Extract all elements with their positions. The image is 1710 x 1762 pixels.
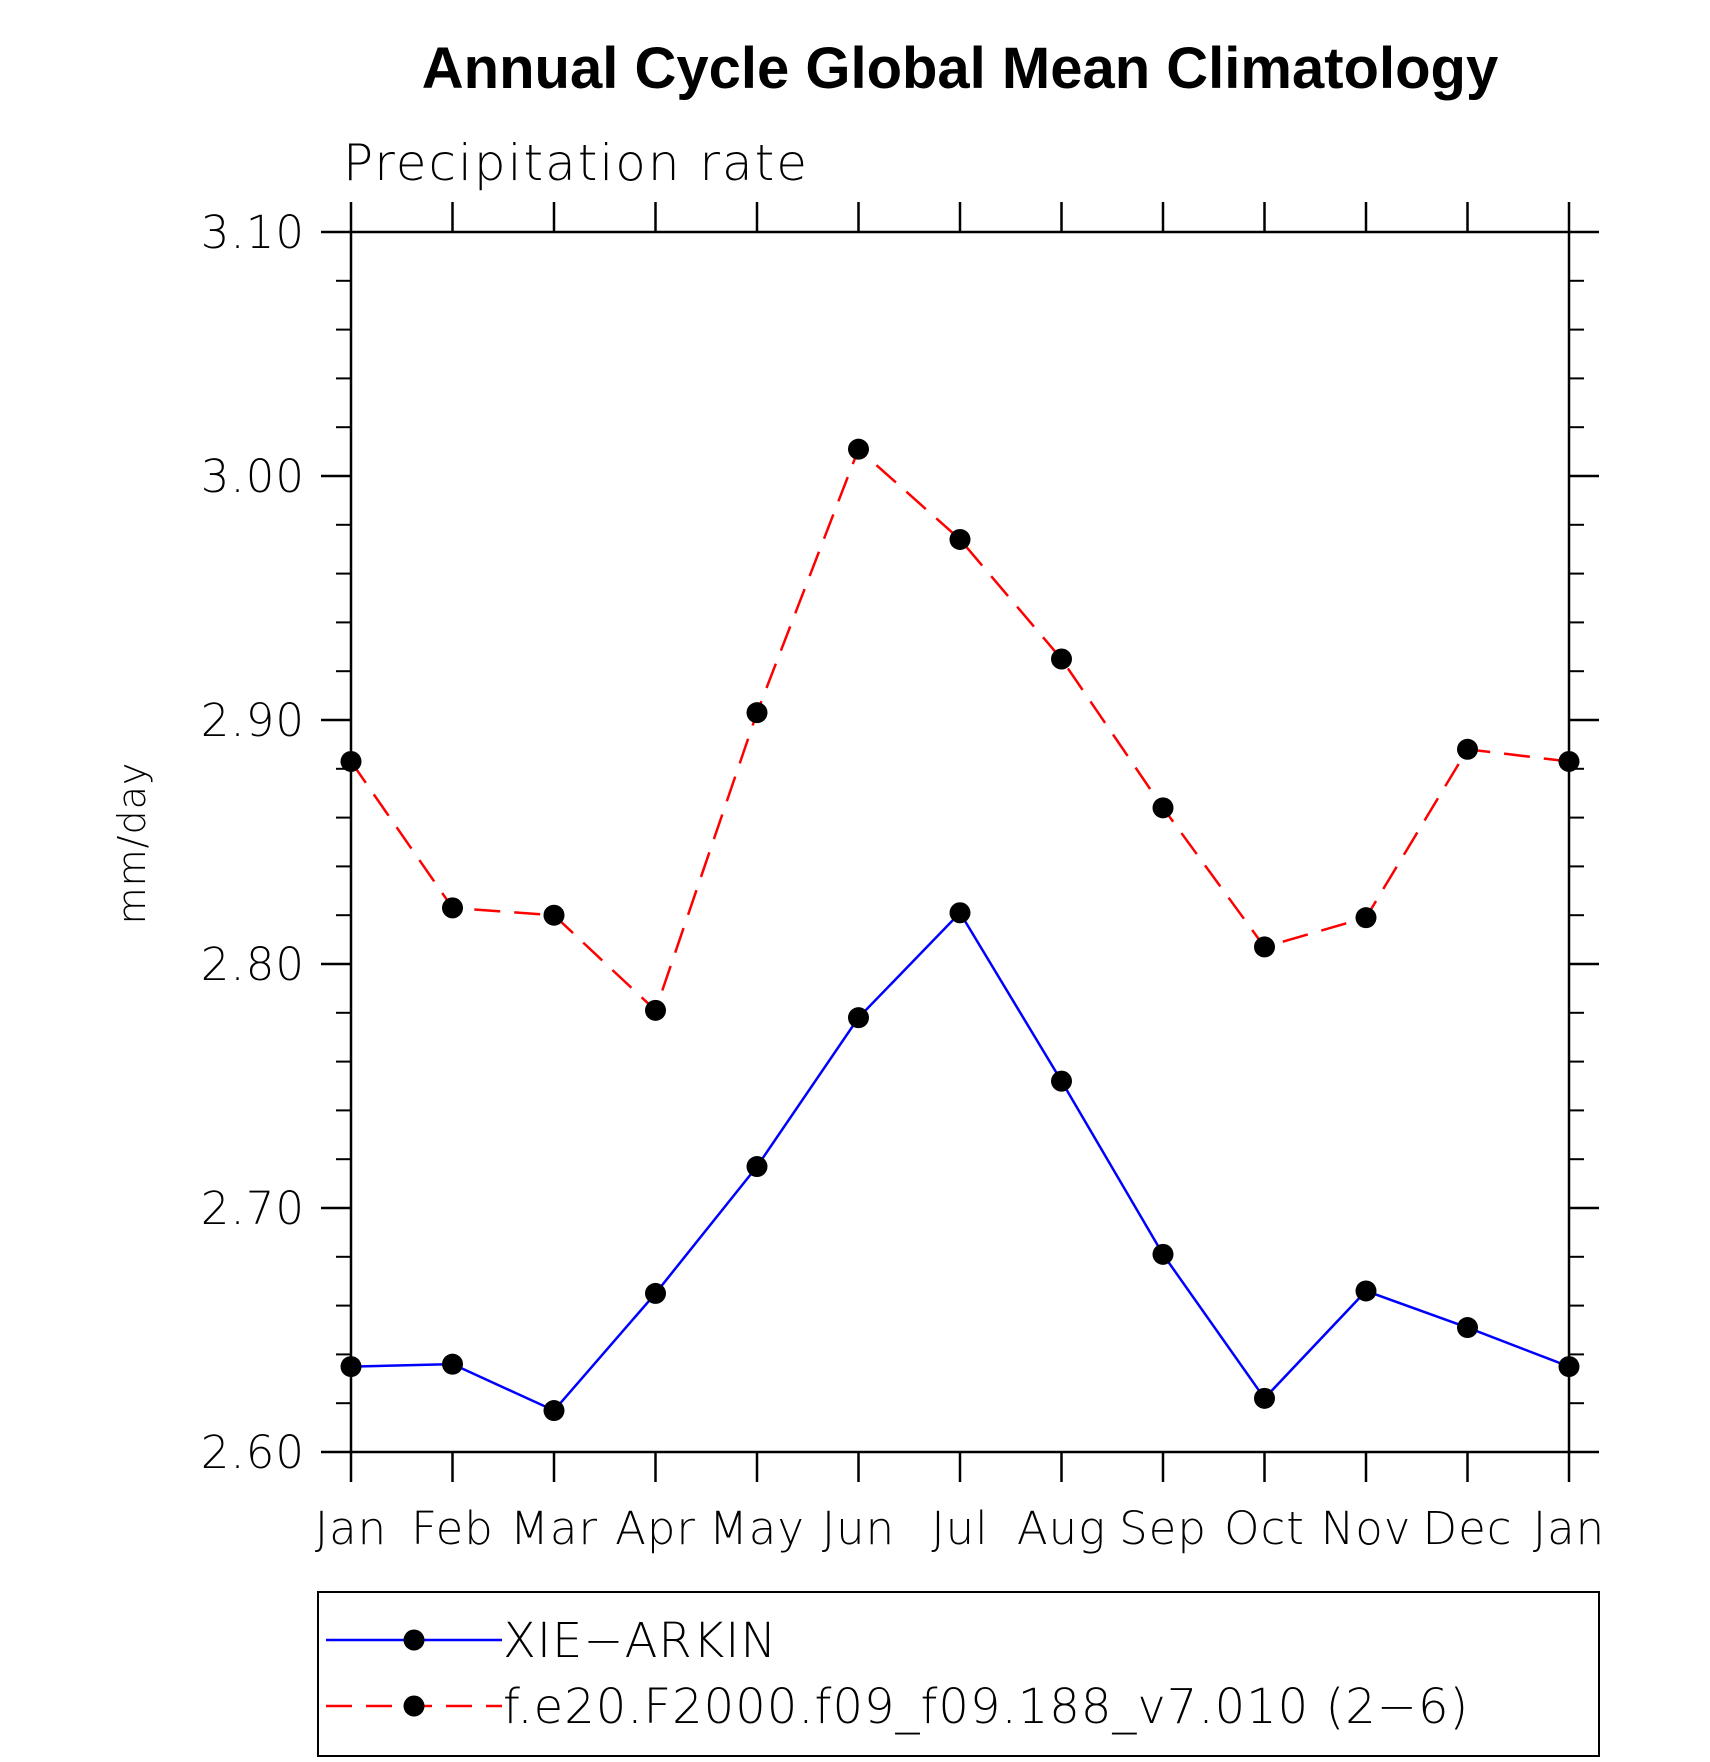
chart-title: Annual Cycle Global Mean Climatology xyxy=(422,36,1498,101)
x-tick-label: Aug xyxy=(1017,1502,1106,1555)
x-tick-label: Oct xyxy=(1224,1502,1305,1555)
legend-marker xyxy=(403,1695,425,1717)
x-tick-label: Dec xyxy=(1422,1502,1512,1555)
data-point xyxy=(746,1156,768,1178)
x-tick-label: Jan xyxy=(315,1502,387,1555)
data-point xyxy=(1355,1280,1377,1302)
data-point xyxy=(1254,1387,1275,1409)
y-tick-label: 2.90 xyxy=(201,694,305,747)
y-tick-label: 2.70 xyxy=(201,1182,305,1235)
x-tick-label: Nov xyxy=(1321,1502,1412,1555)
y-axis-label: mm/day xyxy=(110,762,154,925)
series-layer xyxy=(340,438,1580,1422)
x-tick-label: Jul xyxy=(931,1502,988,1555)
data-point xyxy=(949,528,971,550)
data-point xyxy=(1558,1356,1580,1378)
data-point xyxy=(340,1356,362,1378)
data-point xyxy=(645,1282,666,1304)
data-point xyxy=(1152,797,1174,819)
data-point xyxy=(442,897,463,919)
x-tick-label: Sep xyxy=(1119,1502,1207,1555)
legend-box xyxy=(317,1591,1600,1757)
data-point xyxy=(848,438,869,460)
data-point xyxy=(543,904,565,926)
legend-label: XIE−ARKIN xyxy=(503,1613,777,1669)
y-tick-label: 3.10 xyxy=(201,206,305,259)
y-tick-label: 2.60 xyxy=(201,1426,305,1479)
x-tick-label: Feb xyxy=(411,1502,494,1555)
x-tick-label: Apr xyxy=(615,1502,696,1555)
data-point xyxy=(1457,1317,1478,1339)
legend: XIE−ARKIN f.e20.F2000.f09_f09.188_v7.010 … xyxy=(317,1591,1600,1757)
legend-label: f.e20.F2000.f09_f09.188_v7.010 (2−6) xyxy=(503,1679,1469,1735)
y-tick-label: 3.00 xyxy=(201,450,305,503)
x-tick-label: Jun xyxy=(822,1502,895,1555)
data-point xyxy=(442,1353,463,1375)
data-point xyxy=(1051,648,1072,670)
x-axis-ticks: Jan Feb Mar Apr May Jun Jul Aug Sep Oct Nov Dec Jan xyxy=(315,202,1605,1555)
data-point xyxy=(1051,1070,1072,1092)
x-tick-label: Mar xyxy=(510,1502,598,1555)
data-point xyxy=(543,1400,565,1422)
chart-subtitle: Precipitation rate xyxy=(343,134,809,192)
data-point xyxy=(340,750,362,772)
series-line xyxy=(350,910,1570,1413)
data-point xyxy=(848,1007,869,1029)
x-tick-label: May xyxy=(709,1502,805,1555)
data-point xyxy=(1254,936,1275,958)
series-1 xyxy=(340,902,1580,1422)
x-tick-label: Jan xyxy=(1533,1502,1605,1555)
data-point xyxy=(1152,1243,1174,1265)
data-point xyxy=(1558,750,1580,772)
y-axis-ticks: 2.60 2.70 2.80 2.90 3.00 3.10 xyxy=(201,206,1599,1479)
legend-marker xyxy=(403,1629,425,1651)
data-point xyxy=(645,999,666,1021)
y-tick-label: 2.80 xyxy=(201,938,305,991)
plot-area-border xyxy=(349,230,1571,1454)
data-point xyxy=(949,902,971,924)
series-2 xyxy=(340,438,1580,1021)
plot-frame xyxy=(349,230,1571,1454)
legend-item-2: f.e20.F2000.f09_f09.188_v7.010 (2−6) xyxy=(326,1679,1469,1735)
data-point xyxy=(746,702,768,724)
legend-item-1: XIE−ARKIN xyxy=(326,1613,777,1669)
data-point xyxy=(1355,907,1377,929)
data-point xyxy=(1457,738,1478,760)
